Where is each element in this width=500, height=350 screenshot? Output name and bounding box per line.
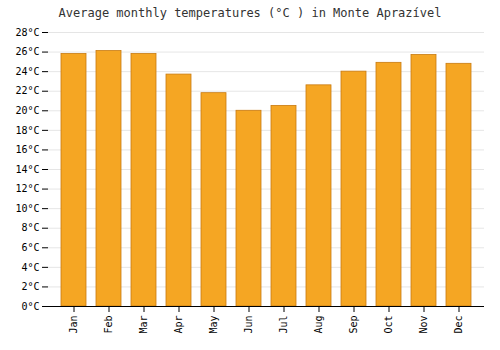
svg-text:18°C: 18°C [15, 125, 39, 136]
svg-text:26°C: 26°C [15, 46, 39, 57]
svg-text:Apr: Apr [173, 316, 184, 334]
svg-text:24°C: 24°C [15, 66, 39, 77]
svg-text:12°C: 12°C [15, 183, 39, 194]
svg-text:Jun: Jun [243, 316, 254, 334]
svg-text:20°C: 20°C [15, 105, 39, 116]
svg-text:2°C: 2°C [21, 281, 39, 292]
svg-text:22°C: 22°C [15, 85, 39, 96]
svg-text:Jul: Jul [278, 316, 289, 334]
svg-text:28°C: 28°C [15, 27, 39, 38]
svg-text:0°C: 0°C [21, 301, 39, 312]
svg-text:May: May [208, 316, 219, 334]
svg-text:14°C: 14°C [15, 164, 39, 175]
svg-text:16°C: 16°C [15, 144, 39, 155]
svg-text:8°C: 8°C [21, 222, 39, 233]
svg-text:Aug: Aug [313, 316, 324, 334]
svg-text:Dec: Dec [453, 316, 464, 334]
html-text:Average monthly temperatures (: Average monthly temperatures (°C ) in Mo… [58, 6, 442, 20]
svg-text:Feb: Feb [103, 316, 114, 334]
svg-text:Oct: Oct [383, 316, 394, 334]
svg-text:Nov: Nov [418, 316, 429, 334]
svg-text:4°C: 4°C [21, 262, 39, 273]
svg-text:Jan: Jan [68, 316, 79, 334]
svg-text:10°C: 10°C [15, 203, 39, 214]
svg-text:Mar: Mar [138, 316, 149, 334]
svg-text:Sep: Sep [348, 316, 359, 334]
svg-text:6°C: 6°C [21, 242, 39, 253]
